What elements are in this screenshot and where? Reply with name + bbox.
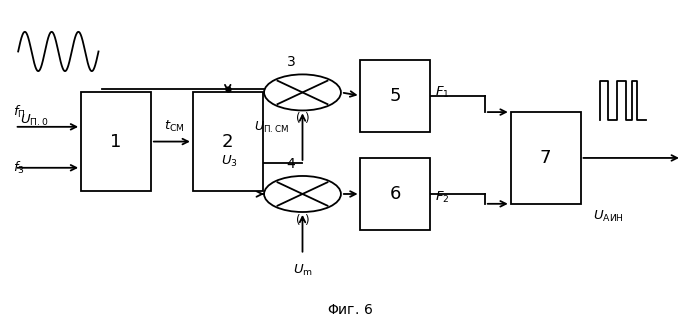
Text: $U_{\rm m}$: $U_{\rm m}$ (293, 263, 312, 278)
Bar (81, 92, 151, 191)
Text: $t_{\rm CM}$: $t_{\rm CM}$ (164, 119, 184, 134)
Text: $F_2$: $F_2$ (435, 190, 450, 205)
Text: $F_1$: $F_1$ (435, 85, 450, 100)
Text: 1: 1 (111, 133, 122, 151)
Text: 5: 5 (390, 87, 401, 105)
Text: 6: 6 (390, 185, 401, 203)
Bar (511, 112, 580, 204)
Bar (193, 92, 262, 191)
Text: 3: 3 (286, 56, 295, 69)
Text: 4: 4 (286, 157, 295, 171)
Text: $f_3$: $f_3$ (13, 160, 25, 176)
Text: (-): (-) (295, 214, 309, 227)
Text: $\Phi$иг. 6: $\Phi$иг. 6 (327, 303, 373, 317)
Text: 2: 2 (222, 133, 234, 151)
Text: 7: 7 (540, 149, 552, 167)
Text: $f_{\Pi}$: $f_{\Pi}$ (13, 104, 26, 120)
Text: $U_{\rm АИН}$: $U_{\rm АИН}$ (593, 209, 624, 224)
Circle shape (264, 74, 341, 111)
Text: $U_3$: $U_3$ (221, 154, 238, 169)
Circle shape (264, 176, 341, 212)
Bar (360, 158, 430, 230)
Text: $U_{\Pi.\rm CM}$: $U_{\Pi.\rm CM}$ (254, 120, 289, 135)
Text: (-): (-) (295, 112, 309, 125)
Text: $U_{\Pi.0}$: $U_{\Pi.0}$ (20, 113, 49, 128)
Bar (360, 60, 430, 132)
